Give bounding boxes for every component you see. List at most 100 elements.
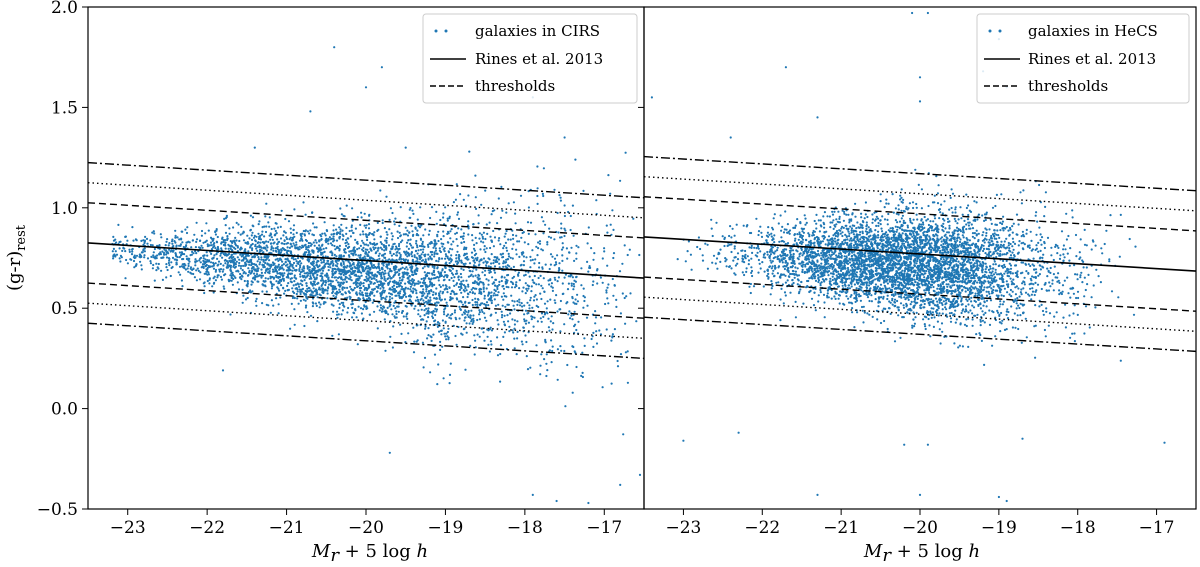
scatter-point — [157, 262, 160, 266]
scatter-point — [547, 235, 551, 238]
scatter-point — [541, 249, 545, 252]
scatter-point — [241, 301, 244, 304]
scatter-point — [558, 267, 561, 270]
scatter-point — [320, 274, 323, 277]
scatter-point — [372, 266, 376, 269]
scatter-point — [431, 315, 434, 318]
scatter-point — [292, 233, 295, 236]
scatter-point — [360, 211, 363, 214]
scatter-point — [397, 244, 401, 248]
scatter-point — [400, 332, 403, 335]
scatter-point — [404, 272, 407, 275]
scatter-point — [409, 288, 412, 291]
scatter-point — [367, 251, 370, 254]
scatter-point — [861, 309, 864, 312]
scatter-point — [447, 327, 450, 330]
scatter-point — [339, 290, 342, 293]
scatter-point — [256, 280, 259, 283]
scatter-point — [212, 264, 215, 267]
scatter-point — [331, 270, 334, 273]
scatter-point — [262, 260, 265, 263]
scatter-point — [493, 265, 497, 268]
scatter-point — [143, 239, 146, 242]
scatter-point — [622, 433, 625, 436]
scatter-point — [181, 263, 184, 266]
scatter-point — [272, 277, 275, 280]
scatter-point — [315, 226, 318, 229]
scatter-point — [381, 219, 384, 222]
scatter-point — [224, 231, 228, 234]
scatter-point — [299, 282, 302, 285]
scatter-point — [502, 262, 505, 265]
y-axis-label: (g-r)rest — [4, 224, 29, 291]
scatter-point — [379, 306, 383, 309]
scatter-point — [444, 266, 447, 269]
scatter-point — [399, 206, 402, 209]
scatter-point — [114, 250, 117, 253]
scatter-point — [409, 238, 412, 241]
scatter-point — [189, 266, 193, 269]
scatter-point — [179, 243, 182, 246]
scatter-point — [363, 243, 366, 246]
scatter-point — [205, 263, 208, 267]
scatter-point — [364, 300, 367, 304]
scatter-point — [187, 264, 190, 268]
scatter-point — [229, 247, 232, 250]
scatter-point — [384, 349, 387, 352]
scatter-point — [359, 284, 362, 287]
left-x-axis-label-sub: r — [330, 545, 340, 566]
scatter-point — [953, 342, 956, 345]
scatter-point — [776, 249, 779, 252]
scatter-point — [530, 285, 533, 288]
scatter-point — [520, 340, 524, 343]
scatter-point — [461, 333, 464, 336]
scatter-point — [302, 245, 305, 249]
scatter-point — [293, 235, 296, 238]
scatter-point — [403, 288, 406, 291]
scatter-point — [413, 282, 416, 285]
scatter-point — [178, 265, 182, 268]
scatter-point — [422, 288, 425, 291]
scatter-point — [349, 276, 352, 279]
scatter-point — [291, 287, 294, 290]
scatter-point — [212, 261, 215, 264]
scatter-point — [425, 290, 428, 293]
scatter-point — [274, 222, 277, 225]
scatter-point — [419, 238, 423, 241]
scatter-point — [281, 267, 284, 270]
scatter-point — [309, 293, 312, 297]
scatter-point — [342, 281, 345, 284]
scatter-point — [390, 270, 393, 273]
scatter-point — [256, 249, 259, 252]
scatter-point — [446, 276, 449, 279]
scatter-point — [560, 227, 563, 230]
scatter-point — [325, 229, 328, 232]
scatter-point — [208, 282, 211, 285]
scatter-point — [468, 150, 471, 153]
scatter-point — [529, 255, 532, 258]
scatter-point — [549, 263, 553, 266]
scatter-point — [152, 254, 155, 257]
scatter-point — [380, 66, 383, 69]
scatter-point — [219, 268, 223, 271]
scatter-point — [426, 337, 429, 340]
scatter-point — [395, 312, 398, 316]
scatter-point — [912, 206, 915, 210]
scatter-point — [849, 269, 852, 272]
scatter-point — [454, 232, 457, 235]
scatter-point — [522, 326, 525, 329]
scatter-point — [303, 324, 306, 328]
scatter-point — [571, 318, 574, 321]
scatter-point — [364, 266, 368, 270]
scatter-point — [390, 262, 393, 265]
scatter-point — [531, 258, 534, 261]
scatter-point — [346, 286, 349, 289]
scatter-point — [338, 248, 341, 251]
scatter-point — [761, 261, 764, 264]
scatter-point — [439, 329, 443, 332]
scatter-point — [553, 257, 557, 260]
scatter-point — [168, 242, 171, 245]
scatter-point — [229, 313, 232, 316]
scatter-point — [442, 235, 445, 238]
scatter-point — [337, 281, 340, 284]
